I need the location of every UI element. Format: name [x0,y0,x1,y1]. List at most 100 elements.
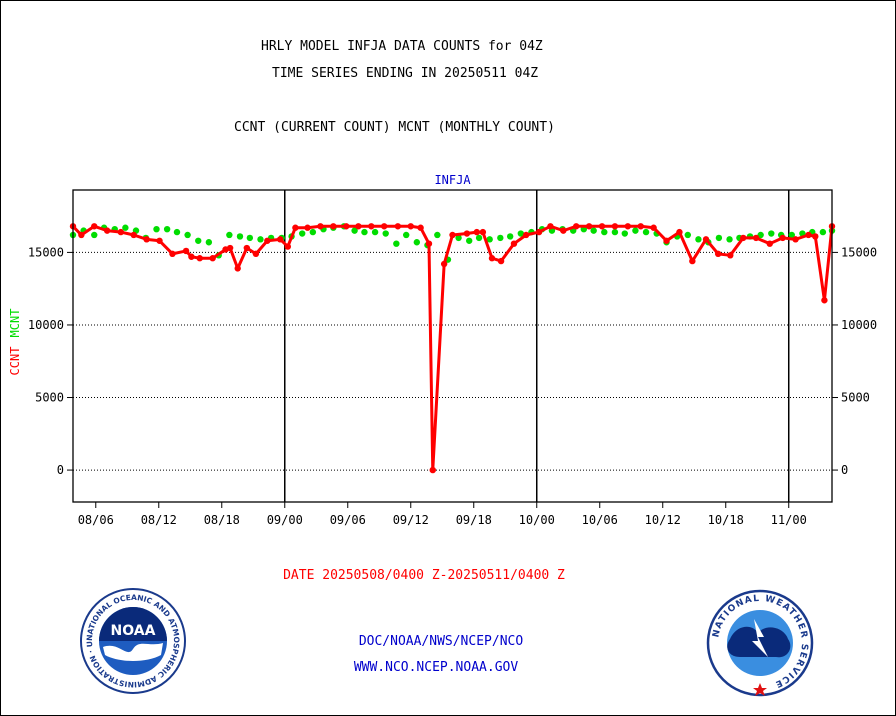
x-tick-label: 10/12 [645,513,681,527]
y-tick-label-left: 0 [57,463,64,477]
x-tick-label: 10/00 [519,513,555,527]
mcnt-point [393,240,400,247]
website-text: WWW.NCO.NCEP.NOAA.GOV [354,660,519,675]
ccnt-point [547,223,554,230]
ccnt-point [522,231,530,239]
mcnt-point [413,239,421,246]
x-tick-label: 09/00 [267,513,303,527]
mcnt-point [757,231,764,239]
mcnt-point [601,228,608,236]
ccnt-point [779,234,786,242]
mcnt-point [236,233,244,240]
ccnt-point [510,240,518,247]
ccnt-point [624,223,632,230]
mcnt-point [205,239,213,246]
ccnt-point [394,223,402,230]
ccnt-point [702,236,710,243]
x-tick-label: 09/06 [330,513,366,527]
y-tick-label-right: 5000 [841,391,870,405]
ccnt-point [573,223,580,230]
ccnt-point [355,223,362,230]
series-layer [69,223,836,474]
ccnt-point [766,240,773,247]
mcnt-point [184,231,191,239]
date-range-label: DATE 20250508/0400 Z-20250511/0400 Z [283,568,565,583]
mcnt-point [768,230,775,237]
mcnt-point [621,230,628,237]
ccnt-point [317,223,324,230]
axis-layer: 0 0 5000 5000 10000 10000 15000 15000 08/06 08/12… [28,245,877,527]
ccnt-point [425,240,433,247]
mcnt-point [226,231,233,239]
ccnt-point [440,260,448,268]
mcnt-point [299,230,306,237]
noaa-wordmark: NOAA [111,623,156,639]
ccnt-point [209,255,216,262]
x-tick-label: 08/18 [204,513,240,527]
ccnt-point [805,231,812,239]
chart-title: HRLY MODEL INFJA DATA COUNTS for 04Z [261,39,543,54]
mcnt-point [486,236,493,243]
ccnt-point [380,223,388,230]
mcnt-point [475,234,483,242]
panel-title: INFJA [434,173,471,187]
org-path-text: DOC/NOAA/NWS/NCEP/NCO [359,634,524,649]
ccnt-point [497,257,505,265]
mcnt-point [246,234,254,242]
ccnt-point [304,224,311,231]
ccnt-point [535,228,543,236]
ccnt-point [292,224,299,231]
ccnt-point [284,243,291,250]
x-tick-label: 09/18 [456,513,492,527]
ccnt-point [463,230,471,237]
mcnt-point [371,228,379,236]
y-axis-label-ccnt: CCNT [8,347,22,376]
mcnt-point [642,228,650,236]
ccnt-point [676,228,683,236]
x-tick-label: 08/06 [78,513,114,527]
plot-border [72,189,833,503]
ccnt-point [196,255,203,262]
ccnt-point [156,237,163,244]
ccnt-point [91,223,98,230]
mcnt-point [715,234,723,242]
mcnt-point [91,231,98,239]
ccnt-point [429,466,436,474]
x-tick-label: 10/06 [582,513,618,527]
ccnt-point [792,236,799,243]
y-tick-label-left: 10000 [28,318,64,332]
y-tick-label-left: 5000 [35,391,64,405]
mcnt-point [517,230,525,237]
ccnt-point [479,228,487,236]
ccnt-point [585,223,593,230]
ccnt-point [812,233,819,240]
ccnt-point [234,265,241,272]
mcnt-point [506,233,514,240]
ccnt-point [739,234,747,242]
ccnt-point [473,228,480,236]
mcnt-point [788,231,795,239]
ccnt-point [264,237,271,244]
mcnt-point [309,228,317,236]
ccnt-point [226,244,234,252]
y-tick-label-right: 0 [841,463,848,477]
mcnt-point [684,231,691,239]
mcnt-point [361,228,368,236]
ccnt-point [343,223,350,230]
ccnt-point [78,231,85,239]
x-tick-label: 11/00 [771,513,807,527]
mcnt-point [465,237,473,244]
y-tick-label-right: 10000 [841,318,877,332]
ccnt-point [182,247,190,255]
ccnt-point [449,231,456,239]
mcnt-point [122,224,129,231]
ccnt-point [252,250,260,258]
nws-logo: NATIONAL WEATHER SERVICE [706,589,814,697]
ccnt-point [663,237,670,244]
mcnt-point [611,228,619,236]
x-tick-label: 10/18 [708,513,744,527]
y-tick-label-right: 15000 [841,245,877,259]
x-tick-label: 09/12 [393,513,429,527]
y-axis-label-mcnt: MCNT [8,309,22,338]
mcnt-point [590,227,597,234]
